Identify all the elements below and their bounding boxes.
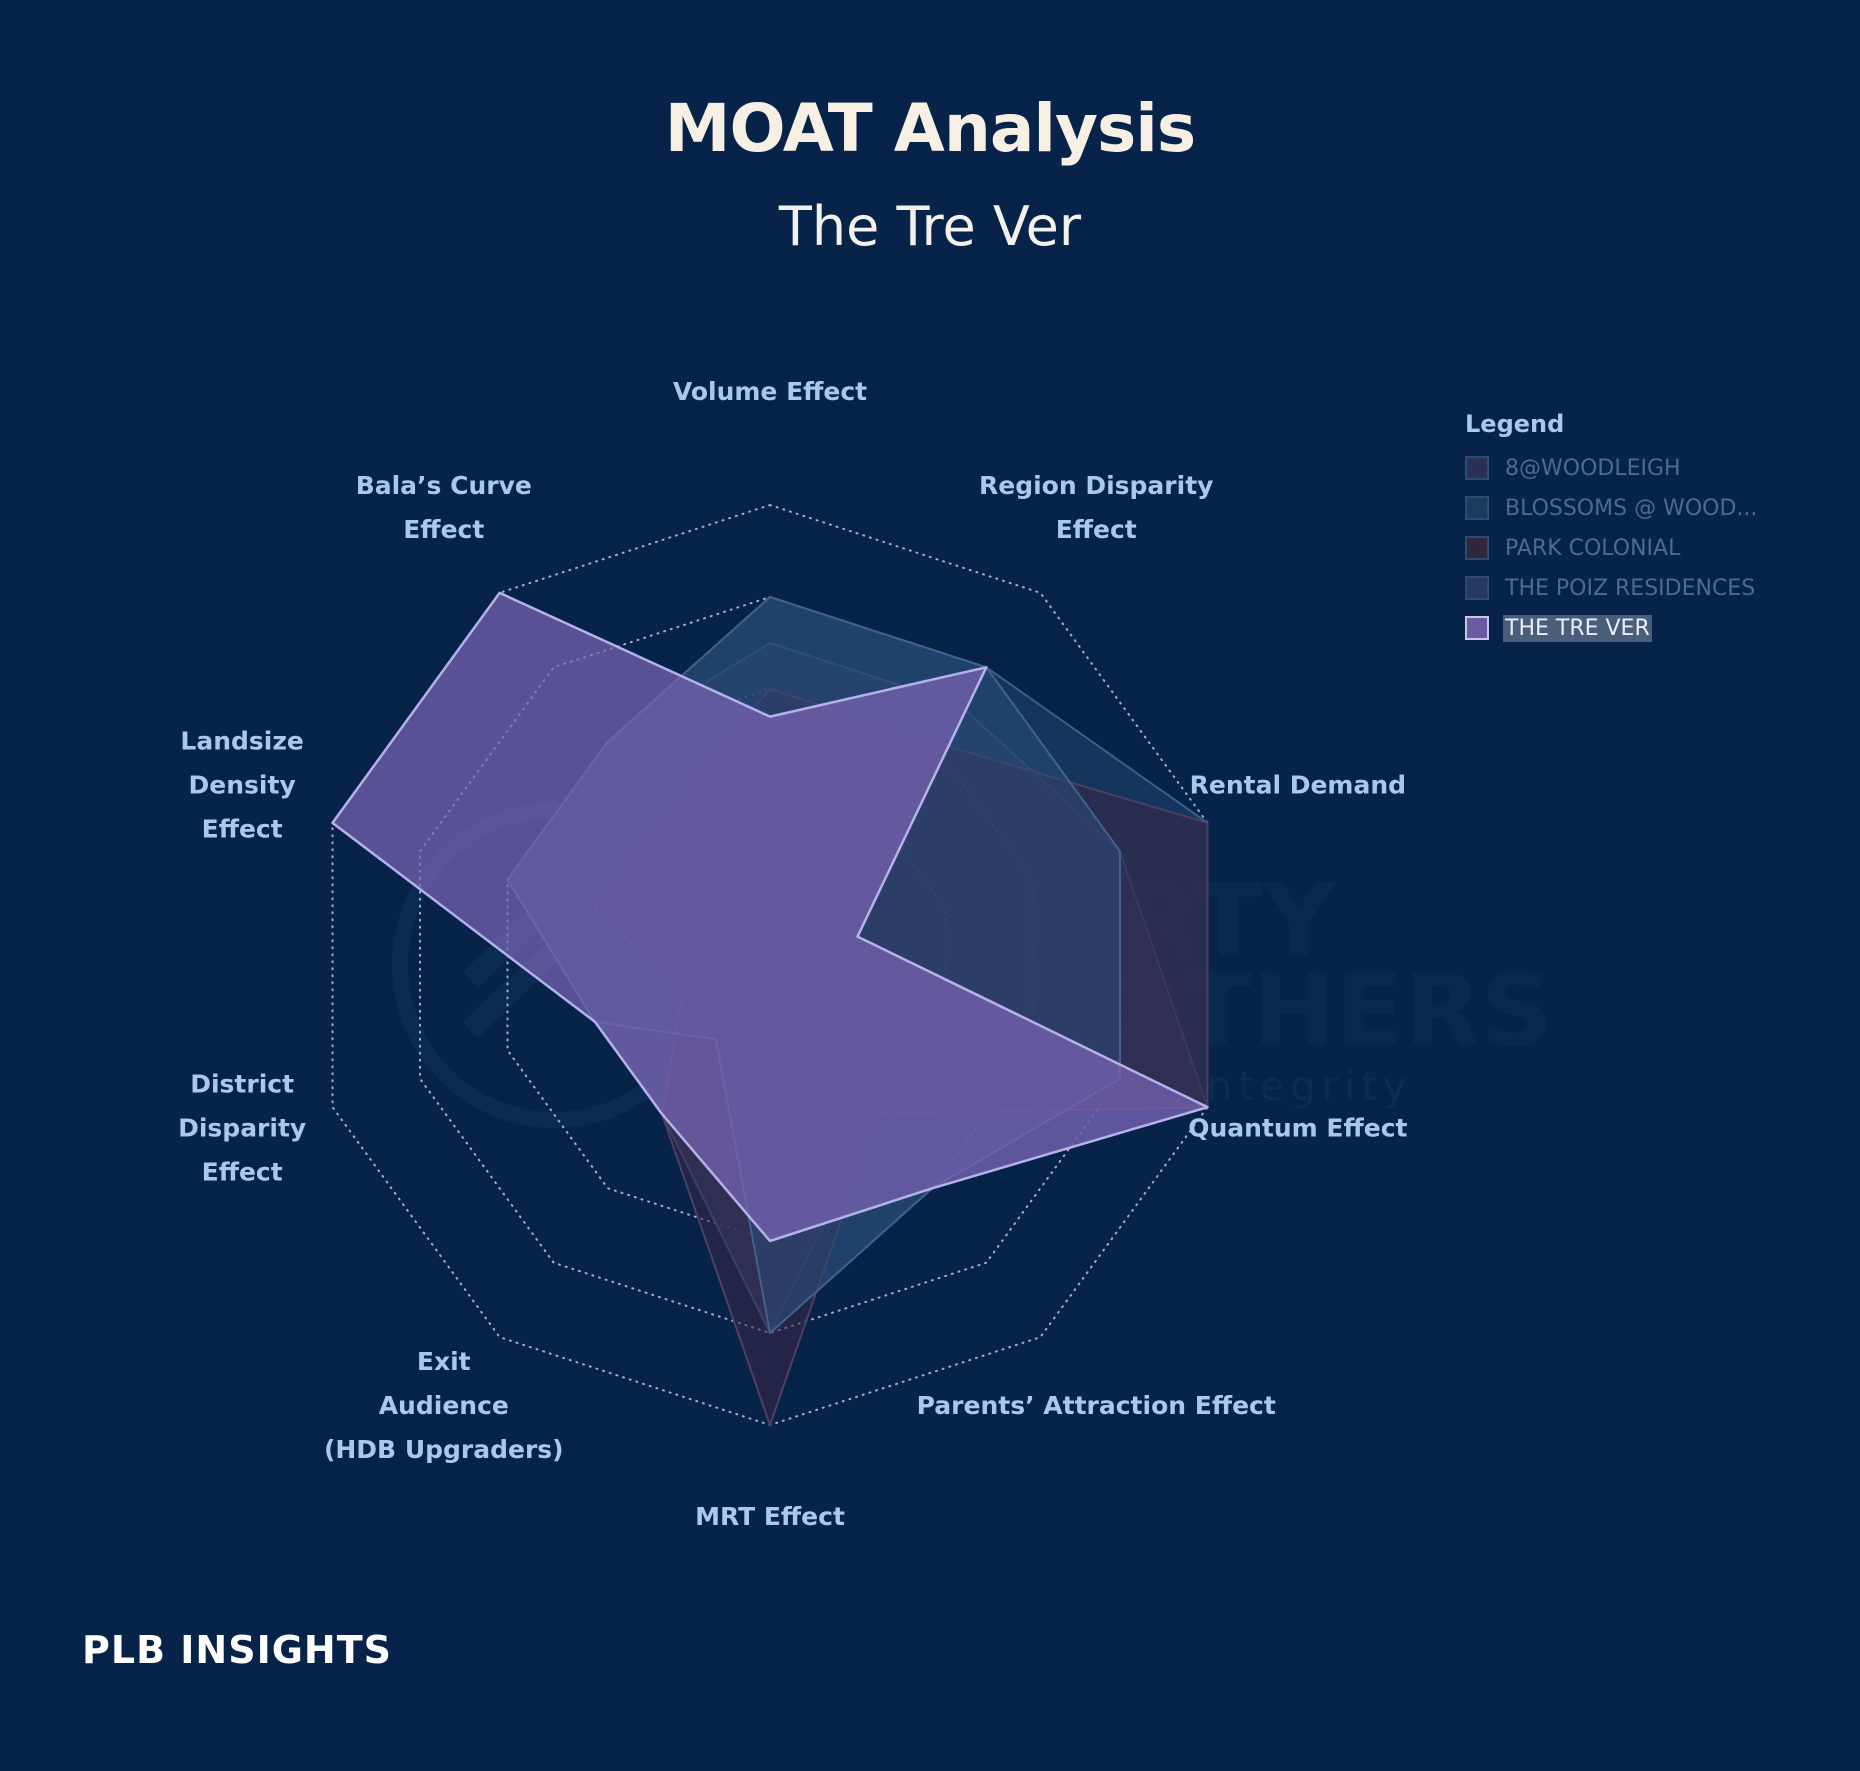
legend-swatch [1465, 616, 1489, 640]
legend-item[interactable]: 8@WOODLEIGH [1465, 448, 1795, 488]
legend-title: Legend [1465, 410, 1565, 438]
axis-label-line: Density [189, 770, 296, 799]
axis-label: Volume Effect [673, 377, 867, 406]
axis-label-line: Effect [202, 814, 283, 843]
axis-label: District Disparity Effect [178, 1070, 306, 1187]
legend-label: THE TRE VER [1503, 614, 1652, 642]
axis-label-line: Rental Demand [1190, 770, 1406, 799]
axis-label-line: Effect [403, 515, 484, 544]
legend-label: THE POIZ RESIDENCES [1505, 575, 1756, 601]
axis-label: Region Disparity Effect [979, 471, 1213, 544]
legend-label: PARK COLONIAL [1505, 535, 1681, 561]
legend-swatch [1465, 536, 1489, 560]
axis-label-line: Quantum Effect [1188, 1114, 1407, 1143]
legend-item[interactable]: BLOSSOMS @ WOOD... [1465, 488, 1795, 528]
axis-label-line: Effect [1056, 515, 1137, 544]
chart-title: MOAT Analysis [664, 90, 1196, 167]
axis-label-line: District [190, 1070, 294, 1099]
legend-item[interactable]: THE POIZ RESIDENCES [1465, 568, 1795, 608]
axis-label-line: (HDB Upgraders) [324, 1435, 564, 1464]
legend-label: BLOSSOMS @ WOOD... [1505, 495, 1758, 521]
axis-label: MRT Effect [695, 1502, 845, 1531]
axis-label: Bala’s Curve Effect [356, 471, 532, 544]
axis-label-line: Effect [202, 1158, 283, 1187]
axis-label: Parents’ Attraction Effect [917, 1391, 1276, 1420]
axis-label: Exit Audience (HDB Upgraders) [324, 1347, 564, 1464]
axis-label-line: Disparity [178, 1114, 306, 1143]
legend-swatch [1465, 456, 1489, 480]
axis-label-line: Bala’s Curve [356, 471, 532, 500]
axis-label-line: Parents’ Attraction Effect [917, 1391, 1276, 1420]
axis-label: Rental Demand [1190, 770, 1406, 799]
axis-label: Quantum Effect [1188, 1114, 1407, 1143]
axis-labels: Volume Effect Region Disparity Effect Renta… [178, 377, 1407, 1531]
legend-label: 8@WOODLEIGH [1505, 455, 1681, 481]
legend: Legend 8@WOODLEIGH BLOSSOMS @ WOOD... PA… [1465, 410, 1795, 648]
axis-label-line: Volume Effect [673, 377, 867, 406]
radar-series [331, 591, 1209, 1426]
series-polygon [331, 591, 1209, 1243]
brand-logo: PLB INSIGHTS [82, 1628, 392, 1672]
legend-item[interactable]: THE TRE VER [1465, 608, 1795, 648]
axis-label-line: Landsize [180, 726, 303, 755]
axis-label-line: MRT Effect [695, 1502, 845, 1531]
legend-item[interactable]: PARK COLONIAL [1465, 528, 1795, 568]
axis-label: Landsize Density Effect [180, 726, 303, 843]
axis-label-line: Exit [417, 1347, 471, 1376]
axis-label-line: Region Disparity [979, 471, 1213, 500]
axis-label-line: Audience [379, 1391, 509, 1420]
legend-swatch [1465, 496, 1489, 520]
chart-subtitle: The Tre Ver [778, 195, 1082, 258]
legend-swatch [1465, 576, 1489, 600]
